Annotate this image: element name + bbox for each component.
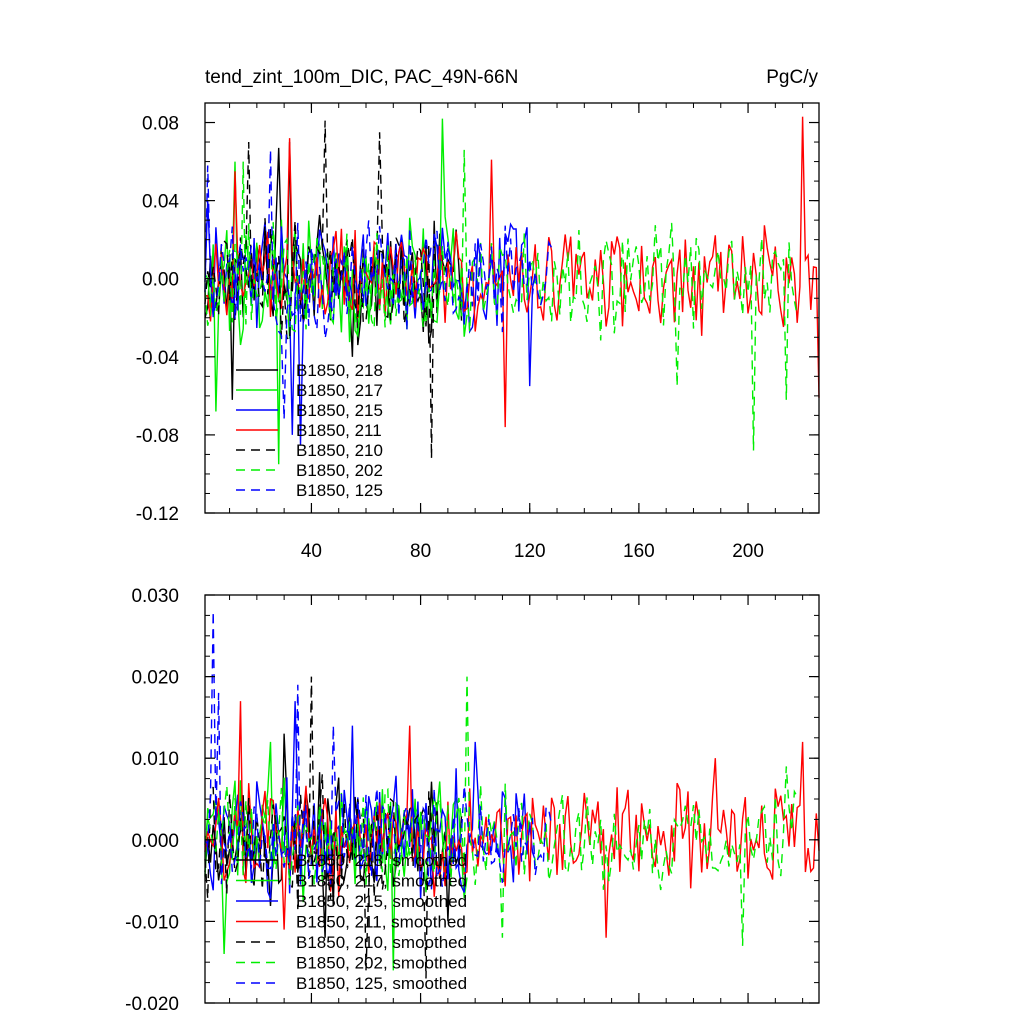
top-axis-ticks: -0.12 -0.08 -0.04 0.00 0.04 0.08 40 80 120 160 200 xyxy=(136,102,819,562)
bottom-series-group xyxy=(204,611,820,979)
top-legend-label-2: B1850, 215 xyxy=(296,401,383,420)
top-xtick-label: 160 xyxy=(623,541,655,562)
top-xtick-label: 120 xyxy=(514,541,546,562)
top-legend-label-5: B1850, 202 xyxy=(296,461,383,480)
top-ytick-label: 0.08 xyxy=(142,114,179,135)
bottom-series-line-3 xyxy=(204,701,820,938)
bottom-legend-label-6: B1850, 125, smoothed xyxy=(296,974,467,993)
bottom-ytick-label: 0.030 xyxy=(131,586,179,607)
bottom-ytick-label: 0.020 xyxy=(131,668,179,689)
top-xtick-label: 80 xyxy=(410,541,431,562)
top-legend-label-6: B1850, 125 xyxy=(296,481,383,500)
bottom-series-line-6 xyxy=(204,611,553,888)
top-xtick-label: 40 xyxy=(301,541,322,562)
bottom-series-line-5 xyxy=(204,676,798,946)
top-series-line-4 xyxy=(204,120,435,459)
bottom-axis-ticks: -0.020 -0.010 0.000 0.010 0.020 0.030 xyxy=(125,586,819,1015)
top-ytick-label: 0.04 xyxy=(142,192,179,213)
bottom-legend: B1850, 218, smoothed B1850, 217, smoothed… xyxy=(236,851,467,993)
top-xtick-label: 200 xyxy=(732,541,764,562)
top-legend-label-4: B1850, 210 xyxy=(296,441,383,460)
bottom-legend-label-2: B1850, 215, smoothed xyxy=(296,892,467,911)
top-series-line-6 xyxy=(204,149,553,420)
top-ytick-label: -0.04 xyxy=(136,348,180,369)
top-ytick-label: -0.08 xyxy=(136,426,179,447)
top-panel: tend_zint_100m_DIC, PAC_49N-66N PgC/y -0… xyxy=(136,67,820,562)
top-series-line-5 xyxy=(204,149,798,451)
top-title-right: PgC/y xyxy=(766,67,818,88)
bottom-ytick-label: -0.010 xyxy=(125,912,179,933)
top-legend-label-3: B1850, 211 xyxy=(296,421,382,440)
top-series-group xyxy=(204,116,820,465)
bottom-legend-label-0: B1850, 218, smoothed xyxy=(296,851,467,870)
bottom-panel: -0.020 -0.010 0.000 0.010 0.020 0.030 B1850, … xyxy=(125,586,820,1015)
bottom-legend-label-4: B1850, 210, smoothed xyxy=(296,933,467,952)
bottom-legend-label-1: B1850, 217, smoothed xyxy=(296,872,467,891)
top-legend-label-0: B1850, 218 xyxy=(296,361,383,380)
top-legend-label-1: B1850, 217 xyxy=(296,381,383,400)
bottom-ytick-label: 0.010 xyxy=(131,749,179,770)
bottom-legend-label-5: B1850, 202, smoothed xyxy=(296,954,467,973)
top-title-left: tend_zint_100m_DIC, PAC_49N-66N xyxy=(205,67,518,88)
bottom-ytick-label: -0.020 xyxy=(125,994,179,1015)
top-plot-frame xyxy=(204,102,820,514)
bottom-ytick-label: 0.000 xyxy=(131,831,179,852)
top-ytick-label: 0.00 xyxy=(142,270,179,291)
bottom-legend-label-3: B1850, 211, smoothed xyxy=(296,913,466,932)
top-ytick-label: -0.12 xyxy=(136,504,179,525)
